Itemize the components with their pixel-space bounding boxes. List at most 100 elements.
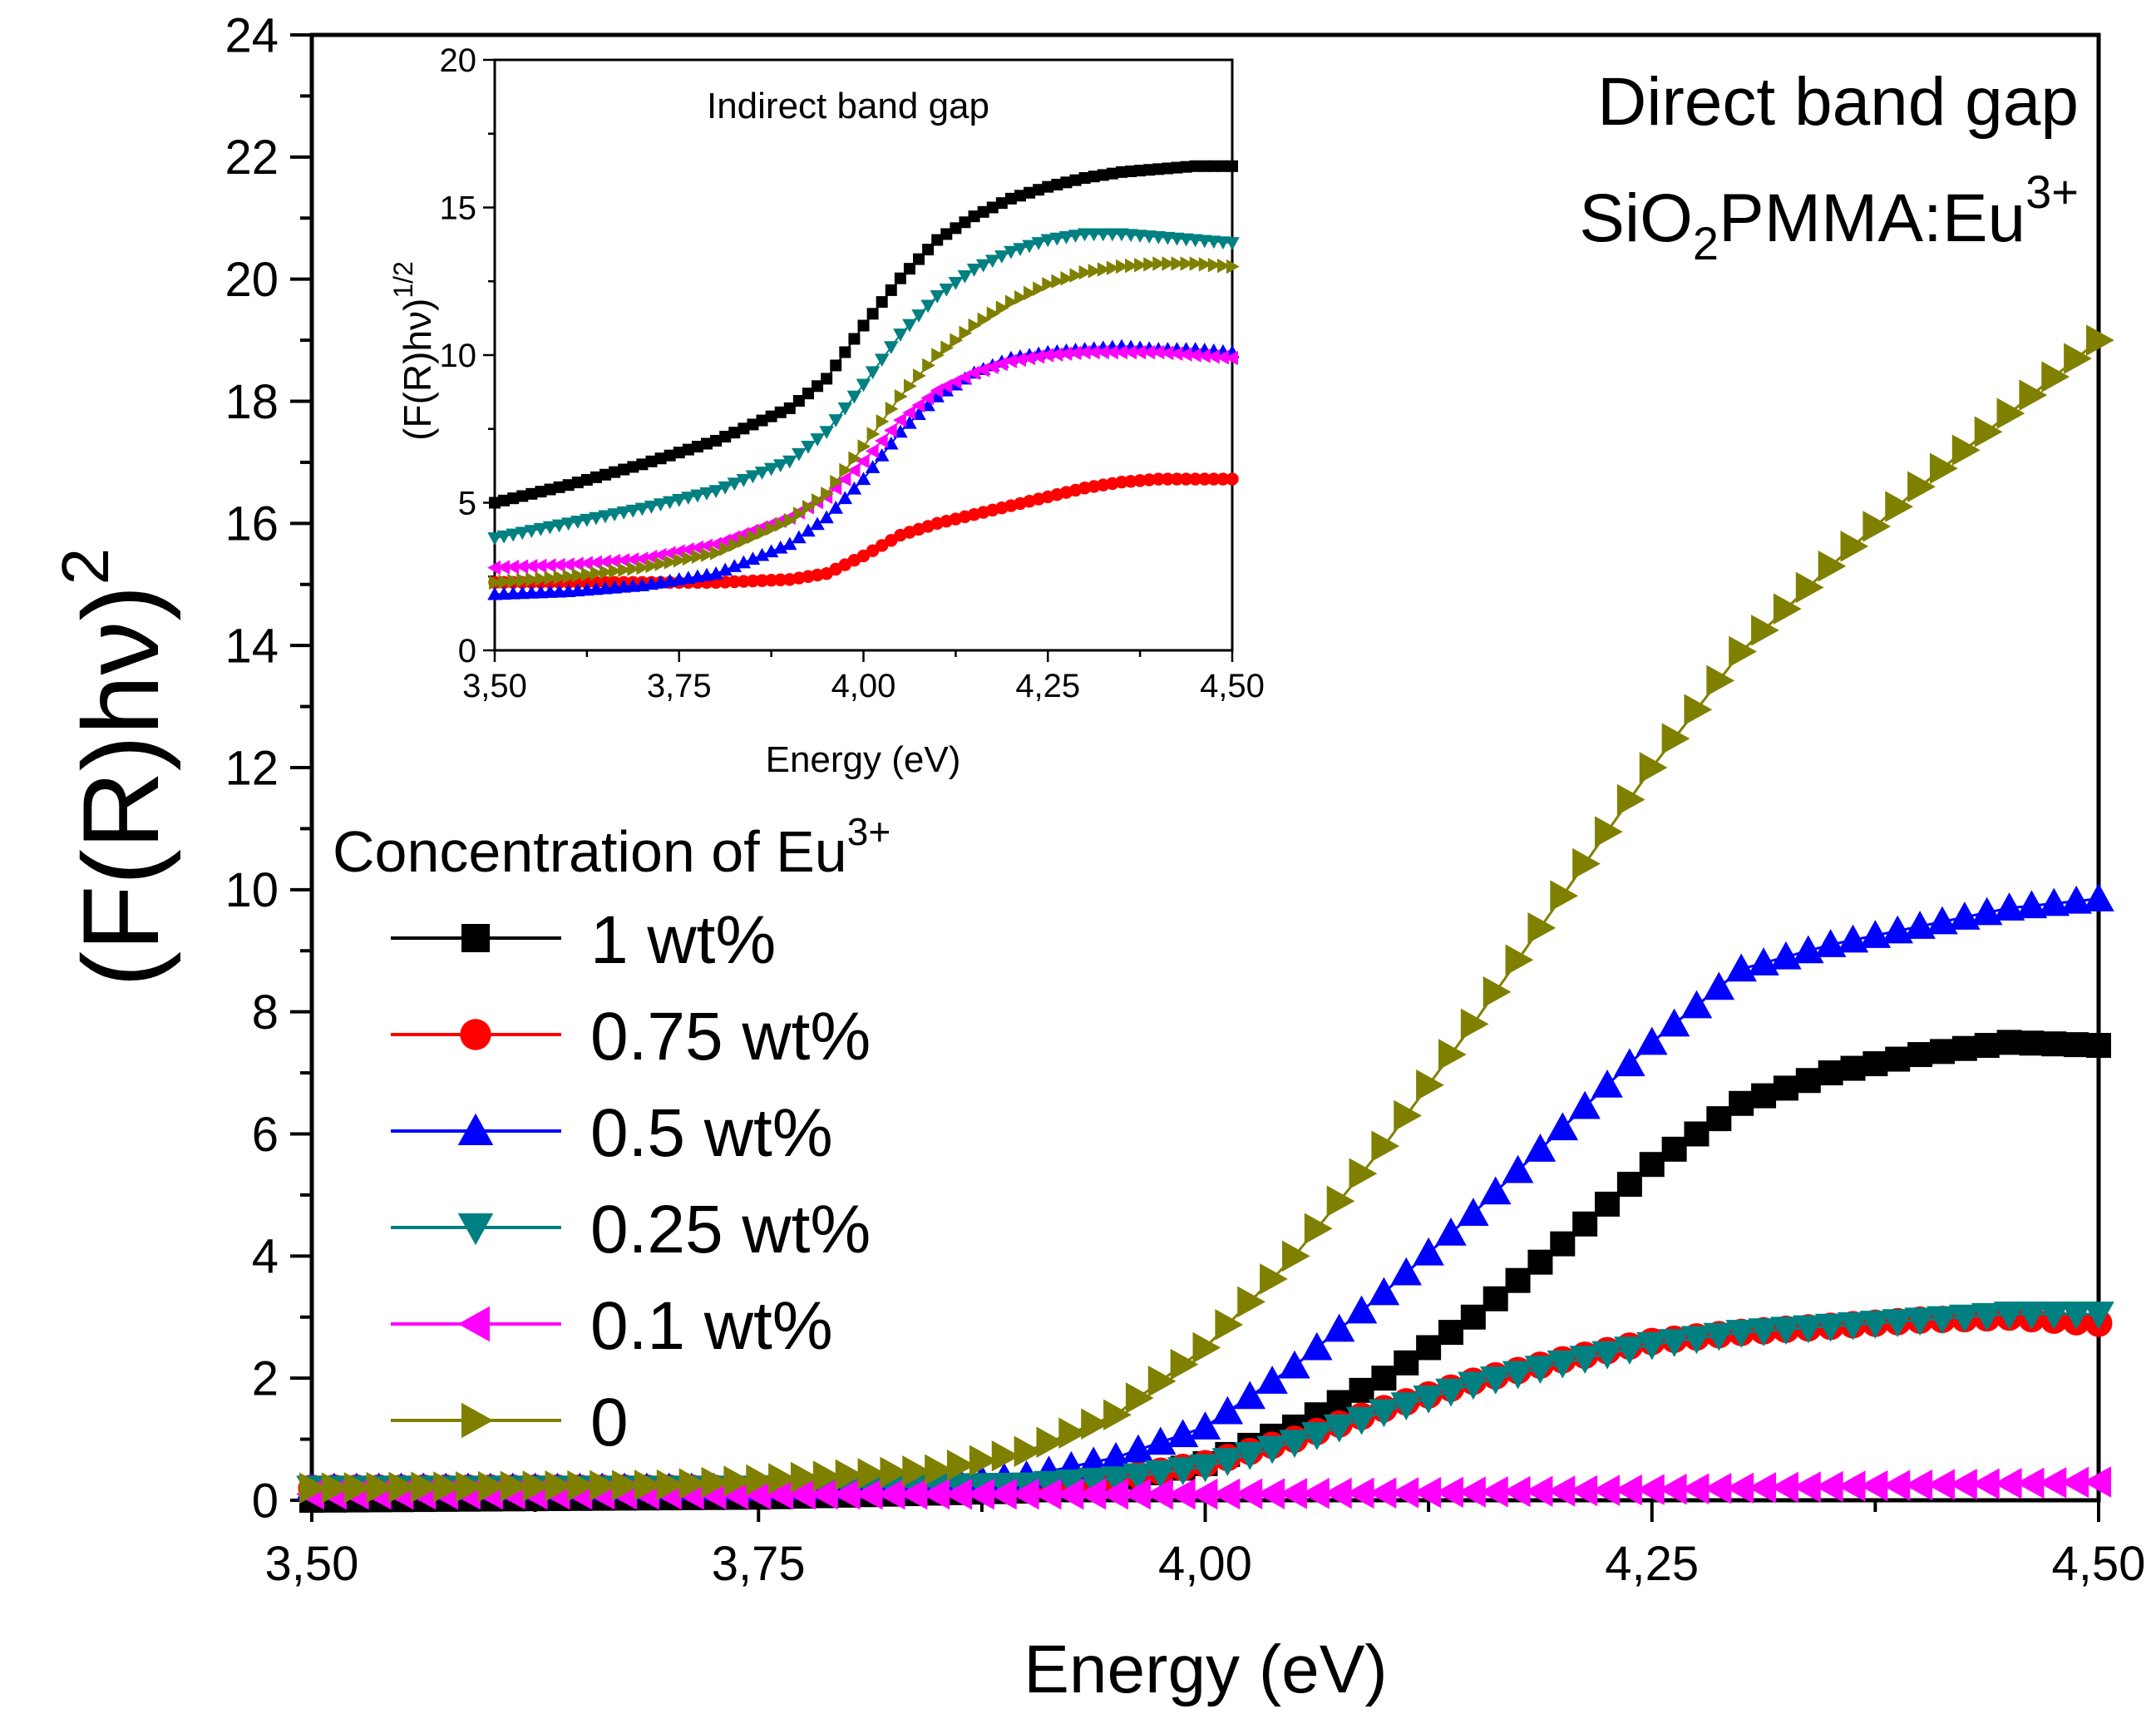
data-point	[940, 340, 955, 355]
data-point	[456, 1470, 484, 1503]
data-point	[1207, 160, 1220, 172]
data-point	[884, 422, 897, 438]
data-point	[1097, 262, 1111, 277]
data-point	[950, 333, 964, 348]
data-point	[1435, 1218, 1467, 1246]
data-point	[609, 563, 622, 579]
data-point	[1125, 258, 1138, 274]
data-point	[1078, 264, 1093, 280]
data-point	[1055, 1469, 1088, 1498]
data-point	[1371, 1130, 1400, 1162]
data-point	[634, 551, 649, 566]
data-point	[1547, 1350, 1579, 1379]
data-point	[747, 418, 759, 431]
data-point	[1301, 1331, 1333, 1361]
data-point	[736, 473, 752, 487]
data-point	[802, 500, 816, 515]
data-point	[812, 1460, 841, 1492]
data-point	[1142, 473, 1156, 487]
data-point	[1152, 163, 1165, 175]
data-point	[1413, 1386, 1444, 1414]
data-point	[1124, 475, 1137, 488]
legend-label: 0.75 wt%	[590, 999, 871, 1074]
data-point	[787, 1478, 816, 1510]
legend-label: 0.1 wt%	[590, 1288, 833, 1364]
legend-item: 0.25 wt%	[391, 1192, 871, 1267]
data-point	[1751, 1083, 1777, 1109]
main-axis-ticks: 3,50 3,75 4,00 4,25 4,5002468101214161820222…	[224, 8, 2145, 1591]
data-point	[1096, 228, 1111, 242]
data-point	[2083, 883, 2114, 911]
data-point	[831, 1478, 861, 1510]
data-point	[1862, 1051, 1888, 1077]
data-point	[782, 455, 797, 469]
data-point	[1179, 472, 1193, 486]
data-point	[1345, 1477, 1374, 1509]
data-point	[1703, 1473, 1732, 1504]
main-y-axis-label: (F(R)hν)2	[48, 548, 181, 987]
data-point	[1069, 174, 1082, 186]
data-point	[1068, 230, 1083, 243]
data-point	[1725, 1472, 1754, 1504]
data-point	[571, 477, 584, 489]
data-point	[1951, 1035, 1977, 1061]
legend-item: 0	[391, 1385, 629, 1460]
data-point	[1907, 1042, 1933, 1068]
data-point	[792, 530, 807, 544]
data-point	[506, 559, 520, 575]
data-point	[1885, 491, 1913, 522]
data-point	[1368, 1477, 1397, 1509]
data-point	[837, 491, 853, 505]
annotation-material-rest: PMMA:Eu	[1719, 180, 2025, 256]
data-point	[1435, 1476, 1463, 1509]
data-point	[1216, 349, 1229, 365]
data-point	[1100, 1441, 1132, 1470]
data-point	[1115, 259, 1129, 274]
data-point	[1211, 1448, 1244, 1477]
data-point	[727, 477, 743, 491]
data-point	[1591, 1474, 1621, 1506]
data-point	[1103, 1399, 1132, 1430]
data-point	[1178, 347, 1192, 362]
data-point	[1524, 1356, 1557, 1384]
data-point	[1122, 1434, 1154, 1463]
data-point	[1502, 1475, 1531, 1508]
data-point	[754, 547, 770, 561]
data-point	[634, 1469, 663, 1501]
data-point	[1814, 1470, 1843, 1503]
data-point	[2015, 1467, 2045, 1499]
data-point	[1479, 1366, 1512, 1395]
data-point	[496, 530, 511, 544]
data-point	[1349, 1158, 1378, 1189]
data-point	[1748, 1318, 1779, 1347]
data-point	[1234, 1381, 1265, 1410]
data-point	[727, 559, 743, 572]
data-point	[764, 573, 778, 587]
data-point	[1974, 416, 2003, 447]
data-point	[533, 558, 547, 574]
data-point	[1151, 344, 1165, 360]
legend-marker	[457, 1306, 490, 1342]
data-point	[1225, 237, 1240, 250]
data-point	[644, 500, 659, 514]
data-point	[1078, 1468, 1109, 1496]
data-point	[2086, 324, 2114, 356]
data-point	[489, 575, 502, 590]
data-point	[1004, 294, 1019, 309]
data-point	[746, 574, 760, 588]
data-point	[2083, 1466, 2111, 1498]
y-tick-label: 16	[224, 497, 279, 551]
data-point	[618, 562, 631, 578]
data-point	[1040, 348, 1054, 363]
data-point	[678, 1468, 708, 1499]
data-point	[570, 516, 585, 529]
data-point	[1748, 1472, 1777, 1504]
data-point	[1502, 1154, 1534, 1183]
data-point	[966, 1478, 994, 1510]
data-point	[1004, 245, 1019, 259]
data-point	[857, 319, 870, 332]
data-point	[1134, 257, 1147, 273]
data-point	[1125, 1382, 1154, 1414]
data-point	[2064, 343, 2092, 374]
main-y-axis-label-superscript: 2	[48, 548, 122, 585]
